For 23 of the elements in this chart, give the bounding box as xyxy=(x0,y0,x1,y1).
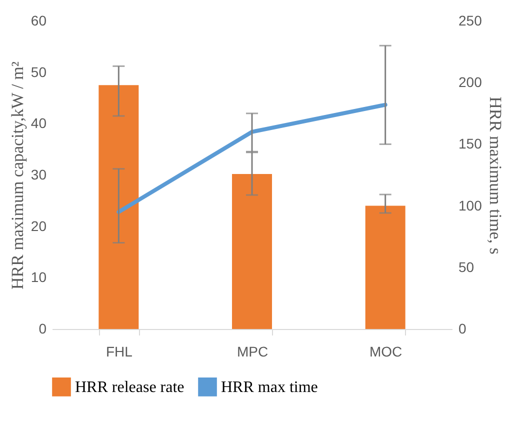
legend-label: HRR max time xyxy=(221,378,318,396)
bar xyxy=(98,85,139,329)
y-tick-label: 10 xyxy=(30,269,47,286)
y-tick-label: 50 xyxy=(30,64,47,80)
y-tick-label: 20 xyxy=(30,218,47,234)
y2-tick-label: 200 xyxy=(458,74,482,90)
x-tick-label: FHL xyxy=(106,344,133,360)
x-tick-label: MPC xyxy=(236,344,268,360)
legend-label: HRR release rate xyxy=(75,378,184,396)
y-tick-label: 40 xyxy=(30,115,47,132)
y2-tick-label: 250 xyxy=(458,12,482,28)
y2-tick-label: 0 xyxy=(458,320,466,336)
y2-tick-label: 50 xyxy=(458,258,474,275)
bar xyxy=(232,174,272,329)
y-tick-label: 30 xyxy=(30,166,47,182)
x-tick-label: MOC xyxy=(369,344,402,360)
y-tick-label: 0 xyxy=(38,320,47,336)
y-axis-title: HRR maximum capacity,kW / m² xyxy=(8,62,27,290)
y2-tick-label: 150 xyxy=(458,136,482,152)
y-tick-label: 60 xyxy=(30,12,47,28)
bar xyxy=(365,206,406,329)
y2-tick-label: 100 xyxy=(458,197,482,214)
y2-axis-title: HRR maximum time, s xyxy=(486,96,505,254)
